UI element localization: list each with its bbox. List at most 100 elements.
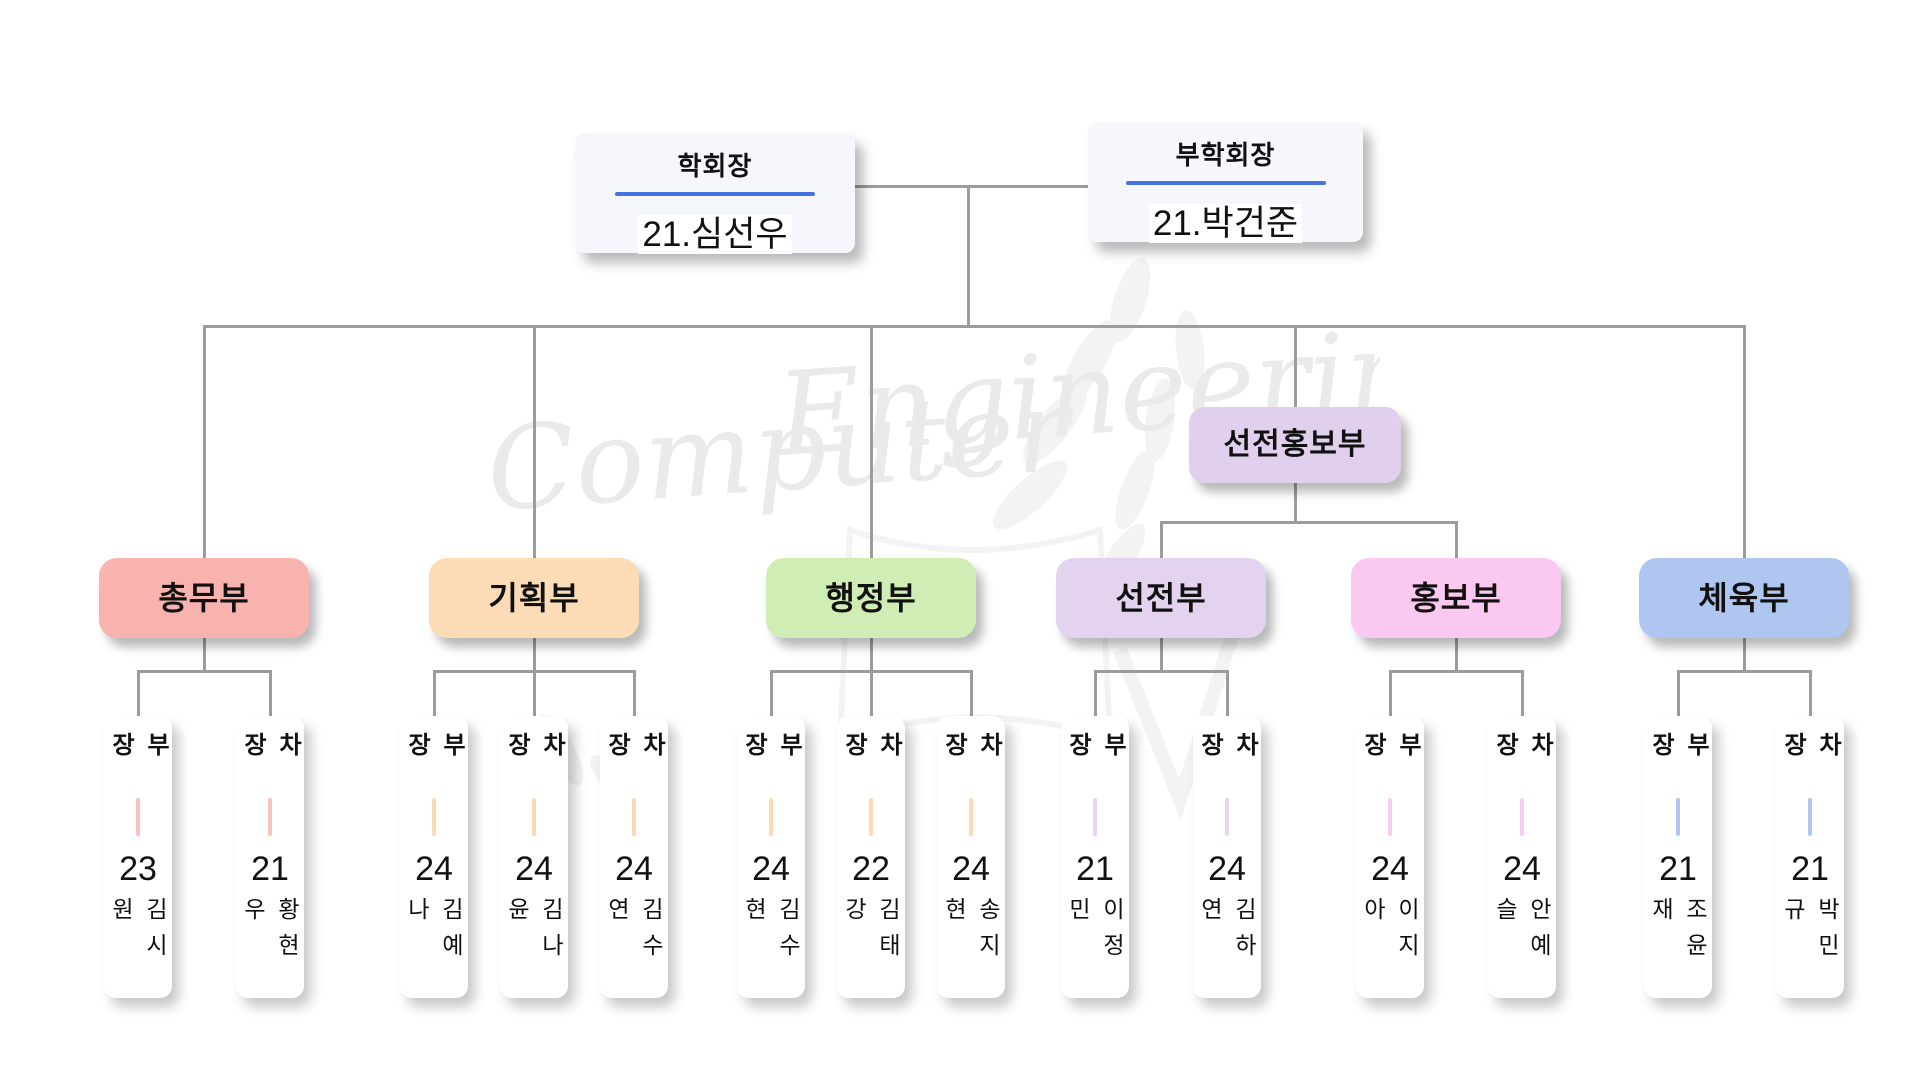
role-divider bbox=[1225, 798, 1229, 836]
dept-box-administration: 행정부 bbox=[766, 558, 976, 638]
connector-line bbox=[1226, 670, 1229, 716]
member-card: 부장 21 이정민 bbox=[1061, 716, 1129, 998]
connector-line bbox=[1521, 670, 1524, 716]
member-name: 송지현 bbox=[941, 896, 1001, 969]
member-role: 부장 bbox=[107, 732, 169, 760]
dept-box-publicity-pr: 선전홍보부 bbox=[1189, 407, 1401, 483]
connector-line bbox=[870, 325, 873, 558]
watermark-word-1: Computer bbox=[483, 363, 1080, 538]
member-role: 차장 bbox=[940, 732, 1002, 760]
member-year: 24 bbox=[515, 849, 553, 888]
member-name: 김예나 bbox=[404, 896, 464, 969]
role-divider bbox=[869, 798, 873, 836]
role-divider bbox=[969, 798, 973, 836]
member-card: 차장 24 김하연 bbox=[1193, 716, 1261, 998]
role-divider bbox=[268, 798, 272, 836]
member-name: 박민규 bbox=[1780, 896, 1840, 969]
connector-line bbox=[1743, 325, 1746, 558]
member-card: 차장 21 박민규 bbox=[1776, 716, 1844, 998]
role-divider bbox=[532, 798, 536, 836]
connector-line bbox=[1094, 670, 1229, 673]
role-divider bbox=[769, 798, 773, 836]
connector-line bbox=[967, 185, 970, 327]
member-role: 차장 bbox=[840, 732, 902, 760]
connector-line bbox=[203, 638, 206, 672]
role-divider bbox=[1520, 798, 1524, 836]
member-year: 24 bbox=[1208, 849, 1246, 888]
member-role: 부장 bbox=[403, 732, 465, 760]
connector-line bbox=[1677, 670, 1680, 716]
connector-line bbox=[870, 670, 873, 716]
connector-line bbox=[1743, 638, 1746, 672]
vice-president-name: 21.박건준 bbox=[1088, 195, 1363, 246]
connector-line bbox=[1160, 521, 1457, 524]
connector-line bbox=[533, 638, 536, 672]
member-name: 이지아 bbox=[1360, 896, 1420, 969]
member-card: 부장 24 김예나 bbox=[400, 716, 468, 998]
member-name: 조윤재 bbox=[1648, 896, 1708, 969]
member-name: 김수현 bbox=[741, 896, 801, 969]
connector-line bbox=[1389, 670, 1524, 673]
vice-president-title: 부학회장 bbox=[1175, 140, 1276, 170]
connector-line bbox=[137, 670, 140, 716]
member-year: 21 bbox=[251, 849, 289, 888]
member-year: 24 bbox=[415, 849, 453, 888]
member-name: 이정민 bbox=[1065, 896, 1125, 969]
connector-line bbox=[433, 670, 436, 716]
member-year: 24 bbox=[1503, 849, 1541, 888]
connector-line bbox=[1455, 521, 1458, 559]
connector-line bbox=[269, 670, 272, 716]
president-name: 21.심선우 bbox=[575, 206, 855, 257]
member-role: 차장 bbox=[1196, 732, 1258, 760]
connector-line bbox=[1455, 638, 1458, 672]
member-year: 21 bbox=[1659, 849, 1697, 888]
dept-box-planning: 기획부 bbox=[429, 558, 639, 638]
connector-line bbox=[633, 670, 636, 716]
role-divider bbox=[1093, 798, 1097, 836]
member-year: 22 bbox=[852, 849, 890, 888]
president-box: 학회장 21.심선우 bbox=[575, 133, 855, 254]
connector-line bbox=[770, 670, 773, 716]
dept-box-athletics: 체육부 bbox=[1639, 558, 1849, 638]
member-card: 차장 22 김태강 bbox=[837, 716, 905, 998]
president-name-text: 21.심선우 bbox=[638, 215, 792, 254]
member-year: 24 bbox=[1371, 849, 1409, 888]
member-role: 차장 bbox=[239, 732, 301, 760]
connector-line bbox=[203, 325, 1745, 328]
connector-line bbox=[1294, 325, 1297, 409]
connector-line bbox=[870, 638, 873, 672]
role-divider bbox=[632, 798, 636, 836]
connector-line bbox=[1677, 670, 1812, 673]
role-divider bbox=[1388, 798, 1392, 836]
member-role: 부장 bbox=[1064, 732, 1126, 760]
member-name: 김수연 bbox=[604, 896, 664, 969]
role-divider bbox=[432, 798, 436, 836]
member-year: 24 bbox=[615, 849, 653, 888]
connector-line bbox=[970, 670, 973, 716]
member-name: 안예슬 bbox=[1492, 896, 1552, 969]
connector-line bbox=[1809, 670, 1812, 716]
connector-line bbox=[533, 325, 536, 558]
member-card: 차장 21 황현우 bbox=[236, 716, 304, 998]
member-year: 21 bbox=[1076, 849, 1114, 888]
connector-line bbox=[137, 670, 272, 673]
connector-line bbox=[1389, 670, 1392, 716]
member-role: 부장 bbox=[1647, 732, 1709, 760]
member-name: 김나윤 bbox=[504, 896, 564, 969]
title-underline bbox=[615, 192, 815, 196]
vice-president-box: 부학회장 21.박건준 bbox=[1088, 122, 1363, 243]
member-year: 24 bbox=[952, 849, 990, 888]
member-name: 김하연 bbox=[1197, 896, 1257, 969]
member-card: 차장 24 송지현 bbox=[937, 716, 1005, 998]
member-role: 차장 bbox=[603, 732, 665, 760]
member-card: 부장 24 이지아 bbox=[1356, 716, 1424, 998]
member-role: 차장 bbox=[503, 732, 565, 760]
member-card: 부장 23 김시원 bbox=[104, 716, 172, 998]
connector-line bbox=[1294, 481, 1297, 523]
member-role: 차장 bbox=[1491, 732, 1553, 760]
role-divider bbox=[1676, 798, 1680, 836]
member-name: 황현우 bbox=[240, 896, 300, 969]
member-name: 김시원 bbox=[108, 896, 168, 969]
member-role: 부장 bbox=[1359, 732, 1421, 760]
